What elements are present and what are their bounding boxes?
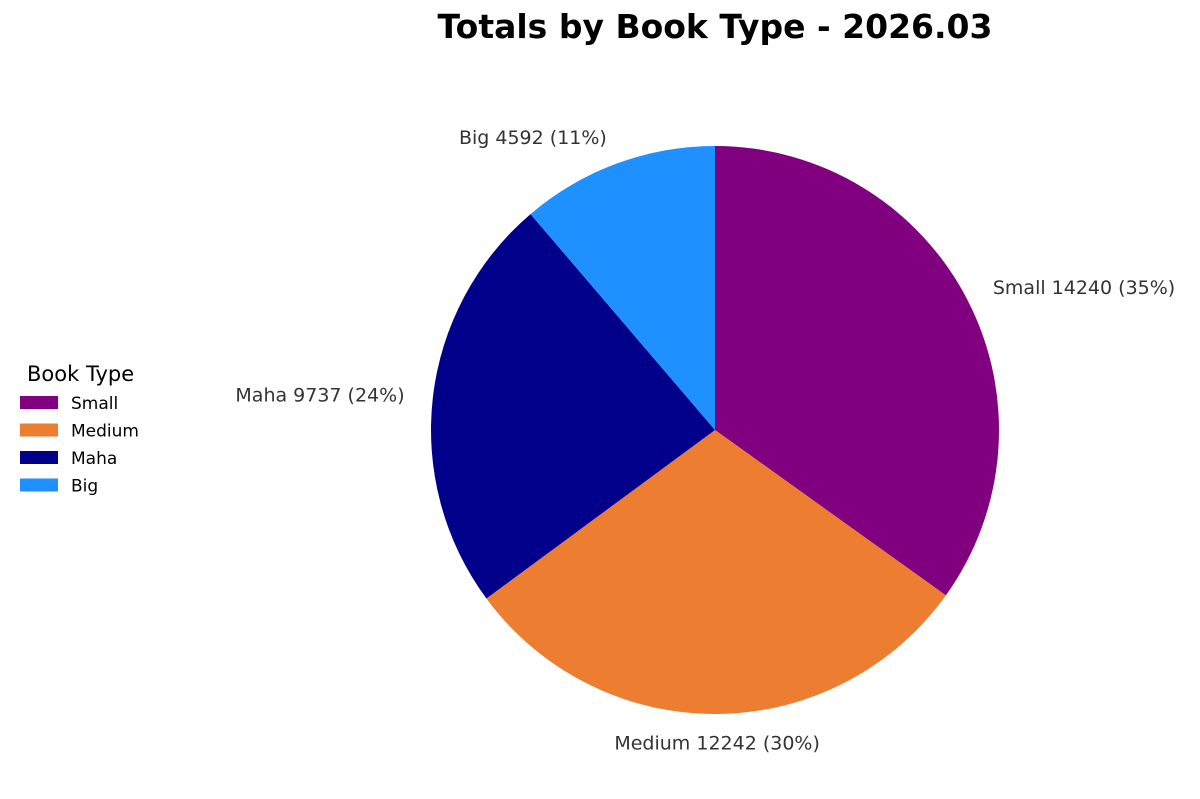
pie-slice-small [715, 146, 1000, 596]
pie-slice-labels: Small 14240 (35%) Medium 12242 (30%) Maha … [235, 127, 1175, 754]
legend-label-small: Small [71, 394, 118, 414]
legend: Book Type Small Medium Maha Big [20, 362, 139, 497]
slice-label-maha: Maha 9737 (24%) [235, 384, 404, 406]
legend-swatch-big [20, 478, 58, 492]
slice-label-medium: Medium 12242 (30%) [614, 732, 820, 754]
chart-title: Totals by Book Type - 2026.03 [438, 7, 993, 46]
legend-title: Book Type [27, 362, 134, 386]
pie-slice-medium [486, 430, 946, 714]
legend-swatch-maha [20, 451, 58, 464]
pie-slices [431, 146, 1000, 714]
legend-label-maha: Maha [71, 449, 117, 469]
slice-label-big: Big 4592 (11%) [459, 127, 607, 149]
legend-items: Small Medium Maha Big [20, 394, 139, 497]
slice-label-small: Small 14240 (35%) [993, 277, 1175, 299]
legend-swatch-small [20, 396, 58, 409]
legend-label-medium: Medium [71, 422, 139, 442]
pie-slice-big [530, 146, 715, 430]
pie-slice-maha [431, 214, 715, 599]
legend-swatch-medium [20, 423, 58, 437]
legend-label-big: Big [71, 477, 98, 497]
